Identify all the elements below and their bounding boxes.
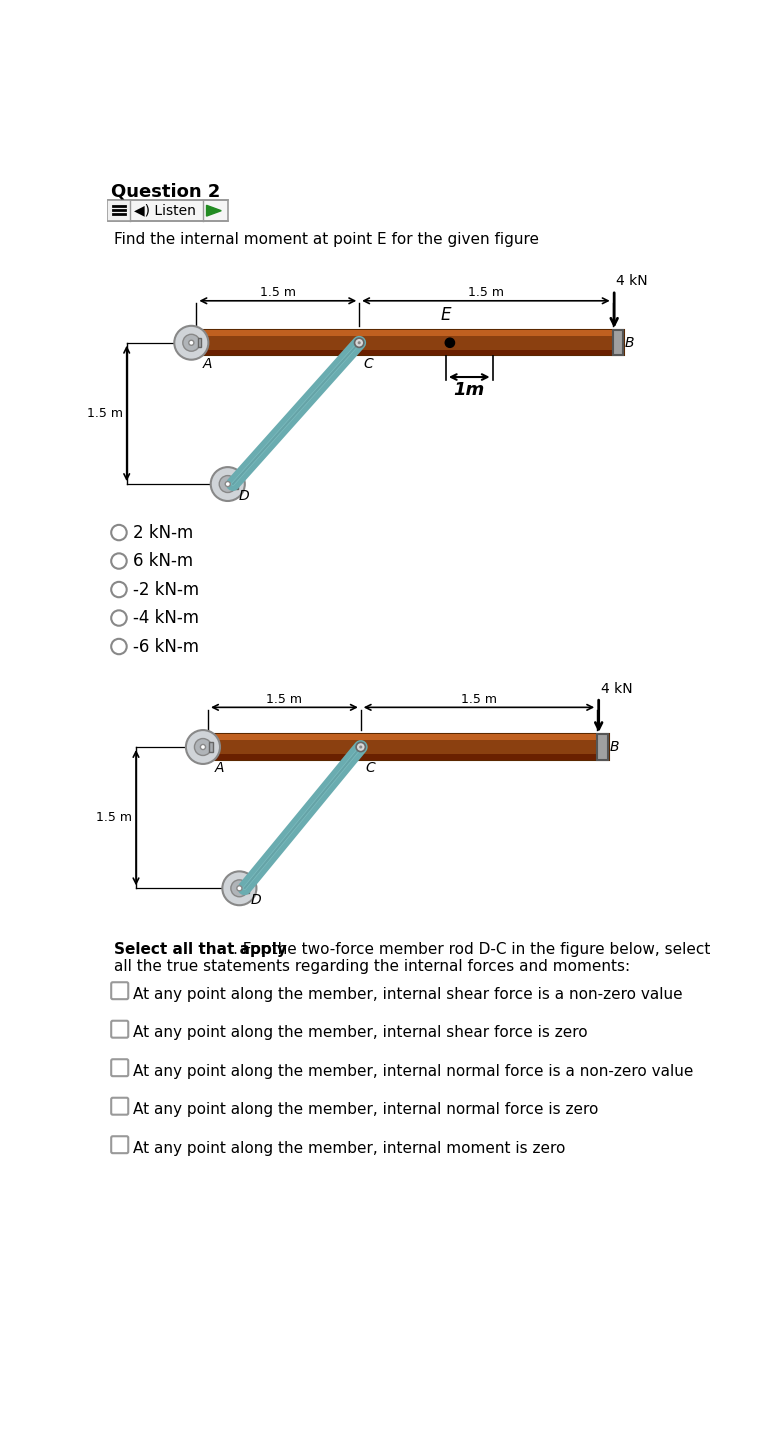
- Circle shape: [174, 326, 209, 360]
- Circle shape: [225, 482, 230, 486]
- Text: A: A: [214, 761, 224, 775]
- Text: 1.5 m: 1.5 m: [260, 286, 296, 300]
- Text: 1.5 m: 1.5 m: [96, 811, 132, 824]
- Polygon shape: [198, 735, 608, 740]
- Polygon shape: [246, 884, 249, 893]
- Polygon shape: [234, 479, 237, 489]
- FancyBboxPatch shape: [111, 1137, 128, 1154]
- Text: A: A: [202, 357, 212, 372]
- Circle shape: [223, 871, 257, 905]
- Text: 1m: 1m: [454, 380, 485, 399]
- Text: At any point along the member, internal moment is zero: At any point along the member, internal …: [133, 1141, 566, 1155]
- Circle shape: [359, 745, 363, 749]
- Circle shape: [201, 745, 205, 749]
- Text: D: D: [251, 893, 261, 907]
- FancyBboxPatch shape: [111, 1059, 128, 1076]
- Circle shape: [219, 475, 237, 492]
- Text: all the true statements regarding the internal forces and moments:: all the true statements regarding the in…: [114, 959, 630, 974]
- Circle shape: [358, 342, 361, 344]
- Text: D: D: [239, 488, 250, 502]
- Circle shape: [211, 468, 245, 501]
- Text: C: C: [366, 761, 375, 775]
- Text: At any point along the member, internal normal force is a non-zero value: At any point along the member, internal …: [133, 1063, 693, 1079]
- Circle shape: [189, 340, 194, 346]
- Circle shape: [194, 739, 212, 755]
- Text: At any point along the member, internal shear force is zero: At any point along the member, internal …: [133, 1026, 587, 1040]
- Circle shape: [111, 525, 127, 540]
- Text: B: B: [625, 336, 635, 350]
- Text: 6 kN-m: 6 kN-m: [133, 552, 193, 570]
- FancyBboxPatch shape: [111, 1098, 128, 1115]
- Polygon shape: [612, 330, 623, 356]
- Polygon shape: [187, 350, 624, 356]
- Text: -4 kN-m: -4 kN-m: [133, 608, 199, 627]
- Circle shape: [445, 339, 454, 347]
- Text: B: B: [609, 740, 619, 753]
- FancyBboxPatch shape: [108, 199, 228, 221]
- Polygon shape: [187, 330, 624, 336]
- Text: At any point along the member, internal shear force is a non-zero value: At any point along the member, internal …: [133, 987, 682, 1002]
- Polygon shape: [198, 755, 608, 759]
- Text: -2 kN-m: -2 kN-m: [133, 581, 199, 598]
- Polygon shape: [209, 742, 212, 752]
- Polygon shape: [187, 330, 624, 356]
- Text: -6 kN-m: -6 kN-m: [133, 637, 199, 656]
- FancyBboxPatch shape: [111, 982, 128, 999]
- Text: 4 kN: 4 kN: [601, 682, 633, 696]
- Text: Question 2: Question 2: [111, 184, 221, 201]
- FancyBboxPatch shape: [111, 1020, 128, 1038]
- Circle shape: [186, 730, 220, 763]
- Polygon shape: [198, 735, 608, 759]
- Text: . For the two-force member rod D-C in the figure below, select: . For the two-force member rod D-C in th…: [233, 943, 710, 957]
- Text: 1.5 m: 1.5 m: [266, 693, 303, 706]
- Text: At any point along the member, internal normal force is zero: At any point along the member, internal …: [133, 1102, 598, 1118]
- Text: Select all that apply: Select all that apply: [114, 943, 287, 957]
- Polygon shape: [598, 735, 608, 759]
- Circle shape: [231, 880, 248, 897]
- Text: E: E: [441, 306, 451, 324]
- FancyBboxPatch shape: [108, 199, 130, 221]
- Text: ◀) Listen: ◀) Listen: [134, 204, 195, 218]
- Circle shape: [111, 554, 127, 568]
- Text: 1.5 m: 1.5 m: [468, 286, 504, 300]
- Circle shape: [111, 610, 127, 626]
- Text: 2 kN-m: 2 kN-m: [133, 524, 193, 541]
- Polygon shape: [198, 339, 201, 347]
- Circle shape: [355, 339, 364, 347]
- Circle shape: [183, 334, 200, 352]
- Circle shape: [237, 885, 242, 891]
- Text: 1.5 m: 1.5 m: [87, 408, 123, 420]
- Circle shape: [111, 581, 127, 597]
- Text: C: C: [364, 357, 373, 372]
- Circle shape: [356, 742, 366, 752]
- Text: Find the internal moment at point E for the given figure: Find the internal moment at point E for …: [114, 232, 539, 247]
- Text: 4 kN: 4 kN: [616, 274, 648, 287]
- Circle shape: [111, 639, 127, 654]
- Text: 1.5 m: 1.5 m: [461, 693, 497, 706]
- Polygon shape: [206, 205, 221, 217]
